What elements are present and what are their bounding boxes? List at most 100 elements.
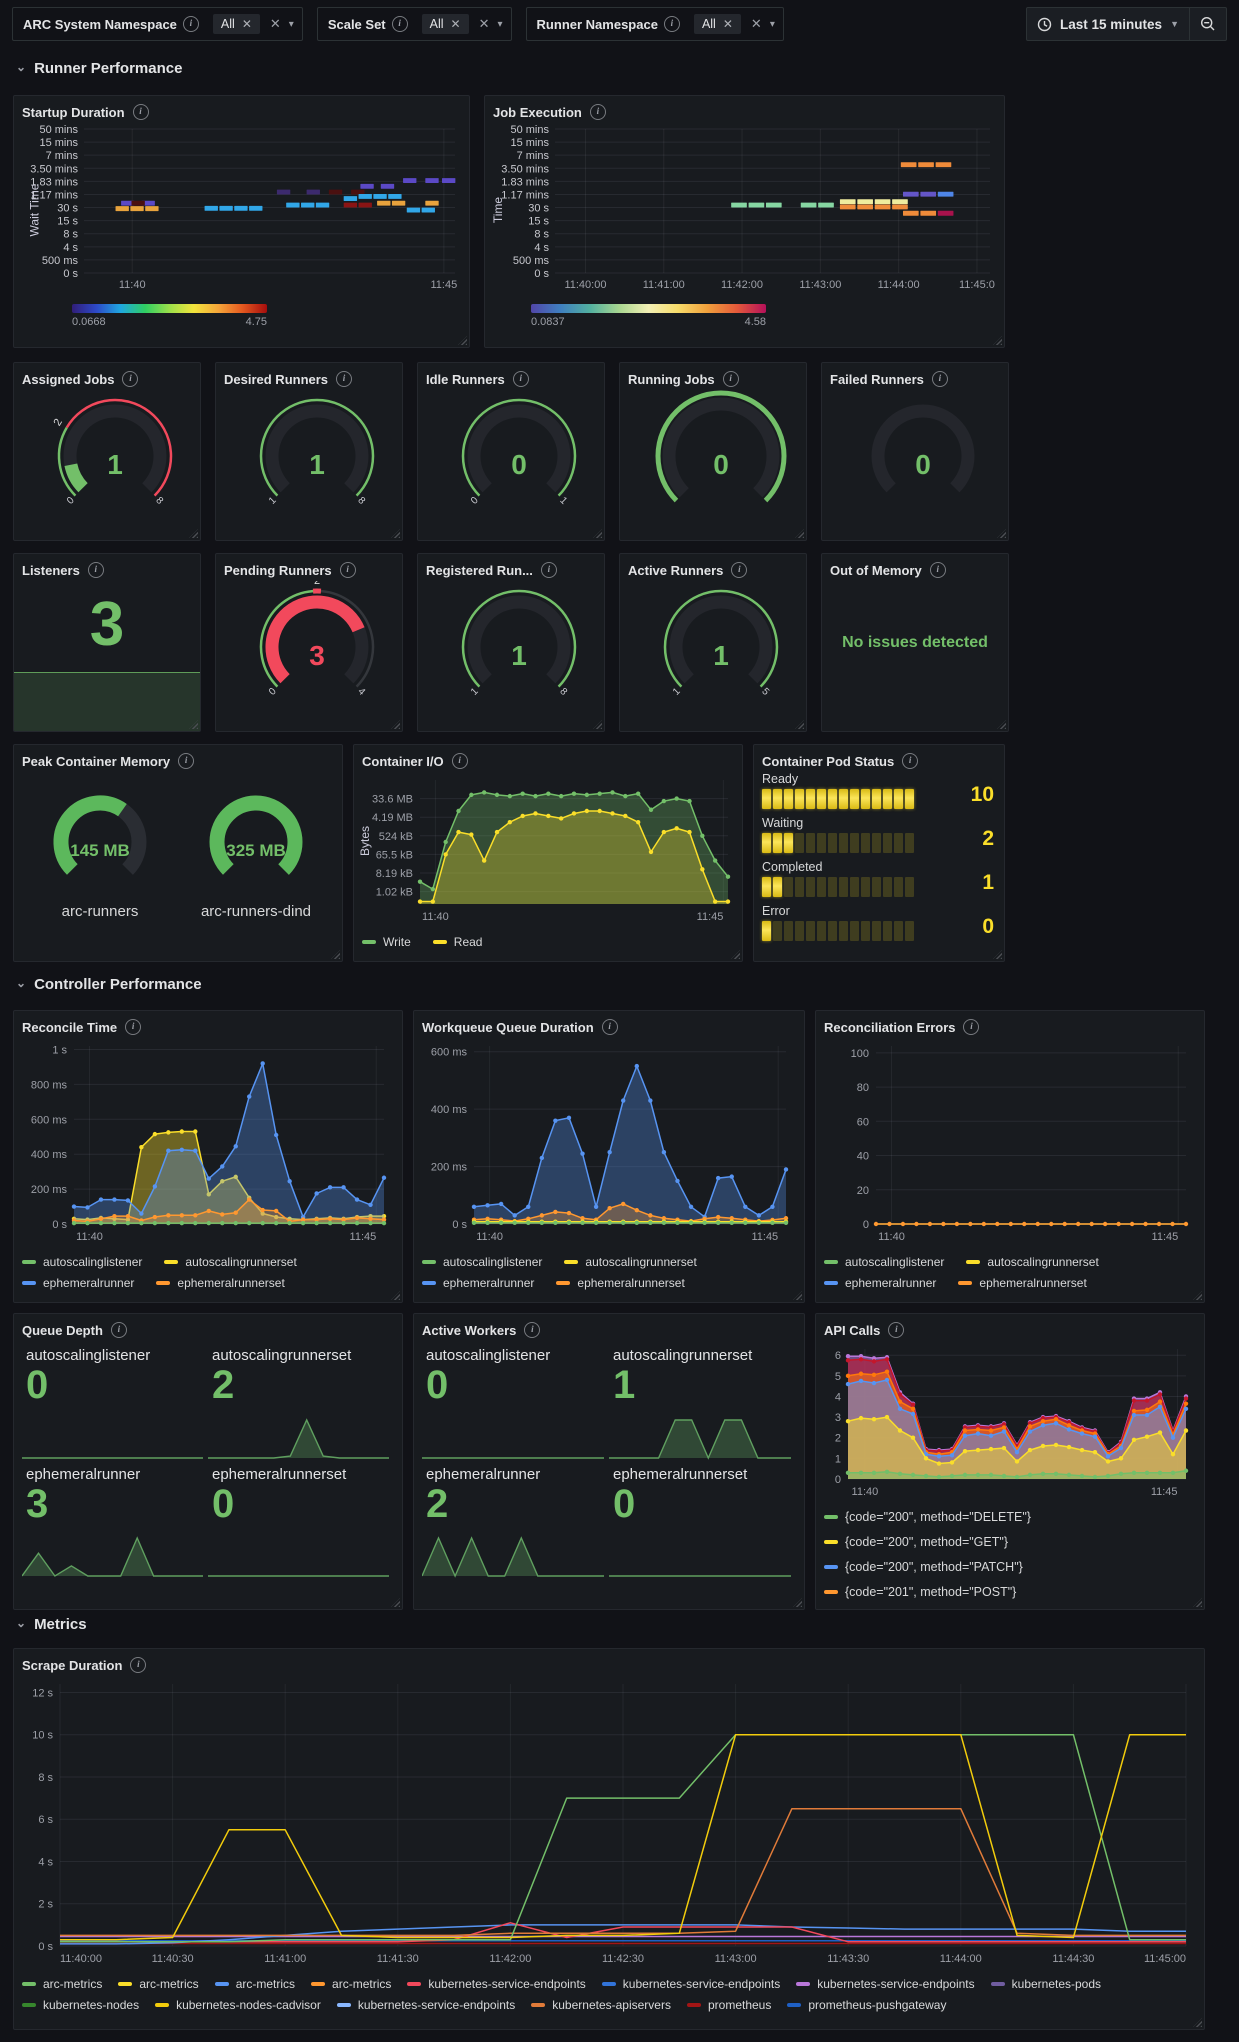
chevron-down-icon[interactable]: ▾ (288, 18, 294, 30)
legend-item[interactable]: autoscalingrunnerset (564, 1255, 697, 1269)
info-icon[interactable]: i (931, 371, 948, 387)
pod-status-value: 1 (982, 871, 994, 894)
info-icon[interactable]: i (122, 371, 139, 387)
legend-item[interactable]: prometheus-pushgateway (787, 1998, 946, 2012)
info-icon[interactable]: i (391, 16, 408, 32)
legend-item[interactable]: Read (432, 935, 482, 949)
clear-filter-icon[interactable]: ✕ (269, 16, 281, 31)
section-controller-performance[interactable]: ⌄ Controller Performance (16, 976, 202, 994)
legend-item[interactable]: arc-metrics (214, 1977, 295, 1991)
legend-item[interactable]: kubernetes-apiservers (531, 1998, 671, 2012)
info-icon[interactable]: i (589, 104, 606, 120)
info-icon[interactable]: i (601, 1019, 618, 1035)
legend-item[interactable]: kubernetes-service-endpoints (601, 1977, 780, 1991)
stat-label: autoscalinglistener (26, 1347, 151, 1364)
legend-item[interactable]: {code="201", method="POST"} (824, 1585, 1016, 1599)
legend-item[interactable]: ephemeralrunnerset (556, 1276, 685, 1290)
info-icon[interactable]: i (540, 562, 557, 578)
legend-item[interactable]: prometheus (686, 1998, 771, 2012)
info-icon[interactable]: i (731, 562, 748, 578)
pod-status-value: 0 (982, 915, 994, 938)
legend-item[interactable]: arc-metrics (118, 1977, 199, 1991)
info-icon[interactable]: i (663, 16, 680, 32)
info-icon[interactable]: i (963, 1019, 980, 1035)
scrape-duration-chart[interactable]: 0 s 2 s 4 s 6 s 8 s 10 s 12 s 11:40:00 11:40:30 1… (22, 1676, 1196, 1966)
legend-item[interactable]: autoscalingrunnerset (164, 1255, 297, 1269)
legend-item[interactable]: autoscalinglistener (22, 1255, 142, 1269)
info-icon[interactable]: i (87, 562, 104, 578)
filter-value-chip[interactable]: All ✕ (421, 14, 469, 34)
stat-label: ephemeralrunnerset (613, 1465, 748, 1483)
info-icon[interactable]: i (336, 371, 353, 387)
info-icon[interactable]: i (110, 1322, 127, 1338)
info-icon[interactable]: i (524, 1322, 541, 1338)
legend-item[interactable]: kubernetes-service-endpoints (796, 1977, 975, 1991)
legend-item[interactable]: {code="200", method="GET"} (824, 1535, 1008, 1549)
errors-chart[interactable]: 0 20 40 60 80 100 11:40 11:45 (824, 1038, 1196, 1244)
panel-title: Pending Runners i (224, 559, 394, 581)
info-icon[interactable]: i (132, 104, 149, 120)
legend-item[interactable]: ephemeralrunner (824, 1276, 936, 1290)
remove-value-icon[interactable]: ✕ (722, 17, 733, 31)
svg-text:1.83 mins: 1.83 mins (501, 176, 549, 188)
info-icon[interactable]: i (339, 562, 356, 578)
filter-value-chip[interactable]: All ✕ (212, 14, 260, 34)
svg-text:4 s: 4 s (534, 242, 549, 254)
legend-item[interactable]: ephemeralrunnerset (958, 1276, 1087, 1290)
pod-status-label: Ready (762, 772, 799, 786)
heatmap-cell (403, 178, 417, 183)
gauge: 20 43 (259, 581, 375, 698)
info-icon[interactable]: i (929, 562, 946, 578)
legend-item[interactable]: ephemeralrunnerset (156, 1276, 285, 1290)
legend-item[interactable]: arc-metrics (22, 1977, 102, 1991)
legend-item[interactable]: autoscalingrunnerset (966, 1255, 1099, 1269)
chevron-down-icon[interactable]: ▾ (769, 18, 775, 30)
info-icon[interactable]: i (182, 16, 199, 32)
workqueue-chart[interactable]: 0 s 200 ms 400 ms 600 ms 11:40 11:45 (422, 1038, 796, 1244)
reconcile-chart[interactable]: 0 s 200 ms 400 ms 600 ms 800 ms 1 s 11:40 11:45 (22, 1038, 394, 1244)
info-icon[interactable]: i (722, 371, 739, 387)
chevron-down-icon[interactable]: ▾ (497, 18, 503, 30)
legend-item[interactable]: Write (362, 935, 411, 949)
clear-filter-icon[interactable]: ✕ (750, 16, 762, 31)
info-icon[interactable]: i (451, 753, 468, 769)
remove-value-icon[interactable]: ✕ (241, 17, 252, 31)
legend-item[interactable]: ephemeralrunner (22, 1276, 134, 1290)
legend-item[interactable]: kubernetes-nodes-cadvisor (155, 1998, 321, 2012)
info-icon[interactable]: i (178, 753, 195, 769)
filter-value-chip[interactable]: All ✕ (693, 14, 741, 34)
panel-title-text: Listeners (22, 562, 80, 578)
legend-item[interactable]: {code="200", method="PATCH"} (824, 1560, 1023, 1574)
panel-body: 1 8 1 (426, 581, 596, 724)
section-metrics[interactable]: ⌄ Metrics (16, 1615, 87, 1634)
remove-value-icon[interactable]: ✕ (450, 17, 461, 31)
clear-filter-icon[interactable]: ✕ (478, 16, 490, 31)
info-icon[interactable]: i (130, 1657, 147, 1673)
legend-item[interactable]: kubernetes-nodes (22, 1998, 139, 2012)
info-icon[interactable]: i (125, 1019, 142, 1035)
legend-item[interactable]: kubernetes-service-endpoints (336, 1998, 515, 2012)
memory-gauge: 145 MB arc-runners (25, 778, 175, 920)
legend-item[interactable]: kubernetes-pods (990, 1977, 1101, 1991)
legend-item[interactable]: {code="200", method="DELETE"} (824, 1510, 1031, 1524)
pod-status-segment (828, 877, 837, 897)
container-io-chart[interactable]: 1.02 kB 8.19 kB 65.5 kB 524 kB 4.19 MB 33.6 M… (362, 772, 738, 924)
legend-item[interactable]: ephemeralrunner (422, 1276, 534, 1290)
legend-item[interactable]: kubernetes-service-endpoints (407, 1977, 586, 1991)
chevron-down-icon: ⌄ (16, 1615, 27, 1630)
info-icon[interactable]: i (512, 371, 529, 387)
legend-item[interactable]: arc-metrics (311, 1977, 391, 1991)
time-range-picker[interactable]: Last 15 minutes ▼ (1027, 8, 1189, 40)
panel-title-text: Registered Run... (426, 562, 533, 578)
section-runner-performance[interactable]: ⌄ Runner Performance (16, 60, 182, 78)
heatmap-cell (892, 199, 908, 205)
info-icon[interactable]: i (902, 753, 919, 769)
api-calls-chart[interactable]: 0 1 2 3 4 5 6 11:40 11:45 (824, 1341, 1196, 1499)
zoom-out-button[interactable] (1189, 8, 1226, 40)
legend-item[interactable]: autoscalinglistener (422, 1255, 542, 1269)
legend-item[interactable]: autoscalinglistener (824, 1255, 944, 1269)
info-icon[interactable]: i (888, 1322, 905, 1338)
